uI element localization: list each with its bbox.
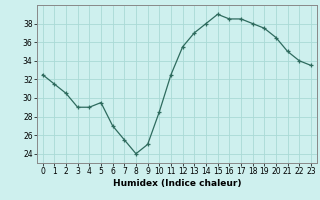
X-axis label: Humidex (Indice chaleur): Humidex (Indice chaleur) [113,179,241,188]
